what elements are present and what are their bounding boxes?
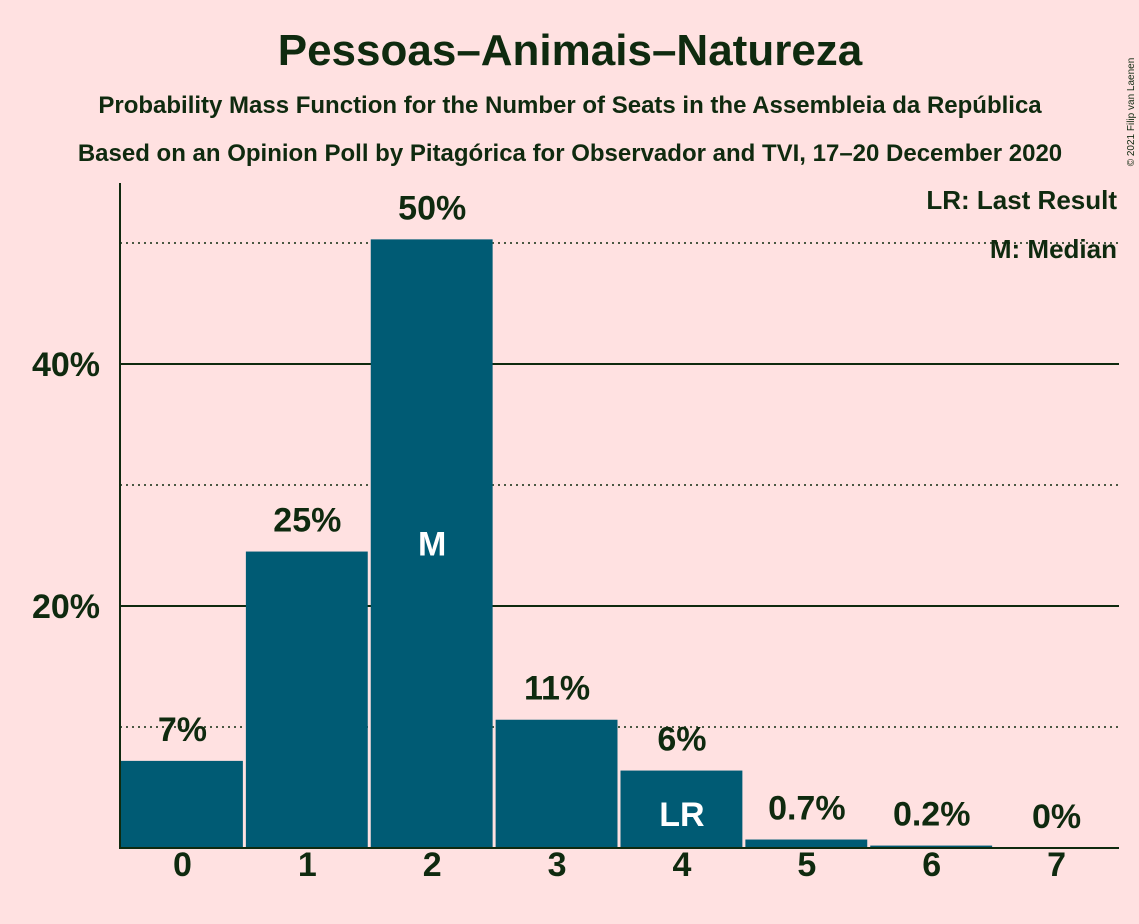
chart-subtitle-2: Based on an Opinion Poll by Pitagórica f…: [78, 140, 1062, 167]
chart-subtitle-1: Probability Mass Function for the Number…: [98, 92, 1042, 119]
x-tick-label-3: 3: [548, 846, 567, 884]
bar-0: [121, 760, 243, 848]
bar-2: [370, 239, 493, 848]
bar-value-label-0: 7%: [158, 711, 207, 749]
y-tick-label-40: 40%: [32, 346, 100, 384]
bar-3: [495, 719, 618, 848]
bar-value-label-3: 11%: [524, 670, 590, 708]
legend-median: M: Median: [990, 234, 1117, 264]
bar-4: [620, 770, 743, 848]
bar-value-label-5: 0.7%: [768, 790, 846, 828]
legend-last-result: LR: Last Result: [926, 185, 1117, 215]
bar-value-label-6: 0.2%: [893, 796, 971, 834]
bars: [121, 239, 993, 848]
x-tick-label-2: 2: [423, 846, 442, 884]
bar-value-label-2: 50%: [398, 189, 466, 227]
bar-value-label-7: 0%: [1032, 798, 1081, 836]
median-marker: M: [418, 526, 446, 564]
y-tick-label-20: 20%: [32, 588, 100, 626]
x-tick-label-0: 0: [173, 846, 192, 884]
bar-value-label-4: 6%: [657, 721, 706, 759]
x-tick-label-6: 6: [922, 846, 941, 884]
labels: 20% 40% 7% 0 25% 1 50% 2 M 11% 3 6% 4 LR 0.7% 5 0.2% 6 0% 7: [32, 189, 1081, 884]
last-result-marker: LR: [659, 796, 704, 834]
x-tick-label-4: 4: [672, 846, 691, 884]
x-tick-label-7: 7: [1047, 846, 1066, 884]
x-tick-label-1: 1: [298, 846, 317, 884]
bar-5: [745, 839, 868, 848]
bar-value-label-1: 25%: [273, 502, 341, 540]
bar-6: [870, 845, 993, 848]
bar-1: [245, 551, 368, 848]
x-tick-label-5: 5: [797, 846, 816, 884]
chart-title: Pessoas–Animais–Natureza: [278, 26, 863, 75]
copyright-notice: © 2021 Filip van Laenen: [1126, 58, 1137, 167]
